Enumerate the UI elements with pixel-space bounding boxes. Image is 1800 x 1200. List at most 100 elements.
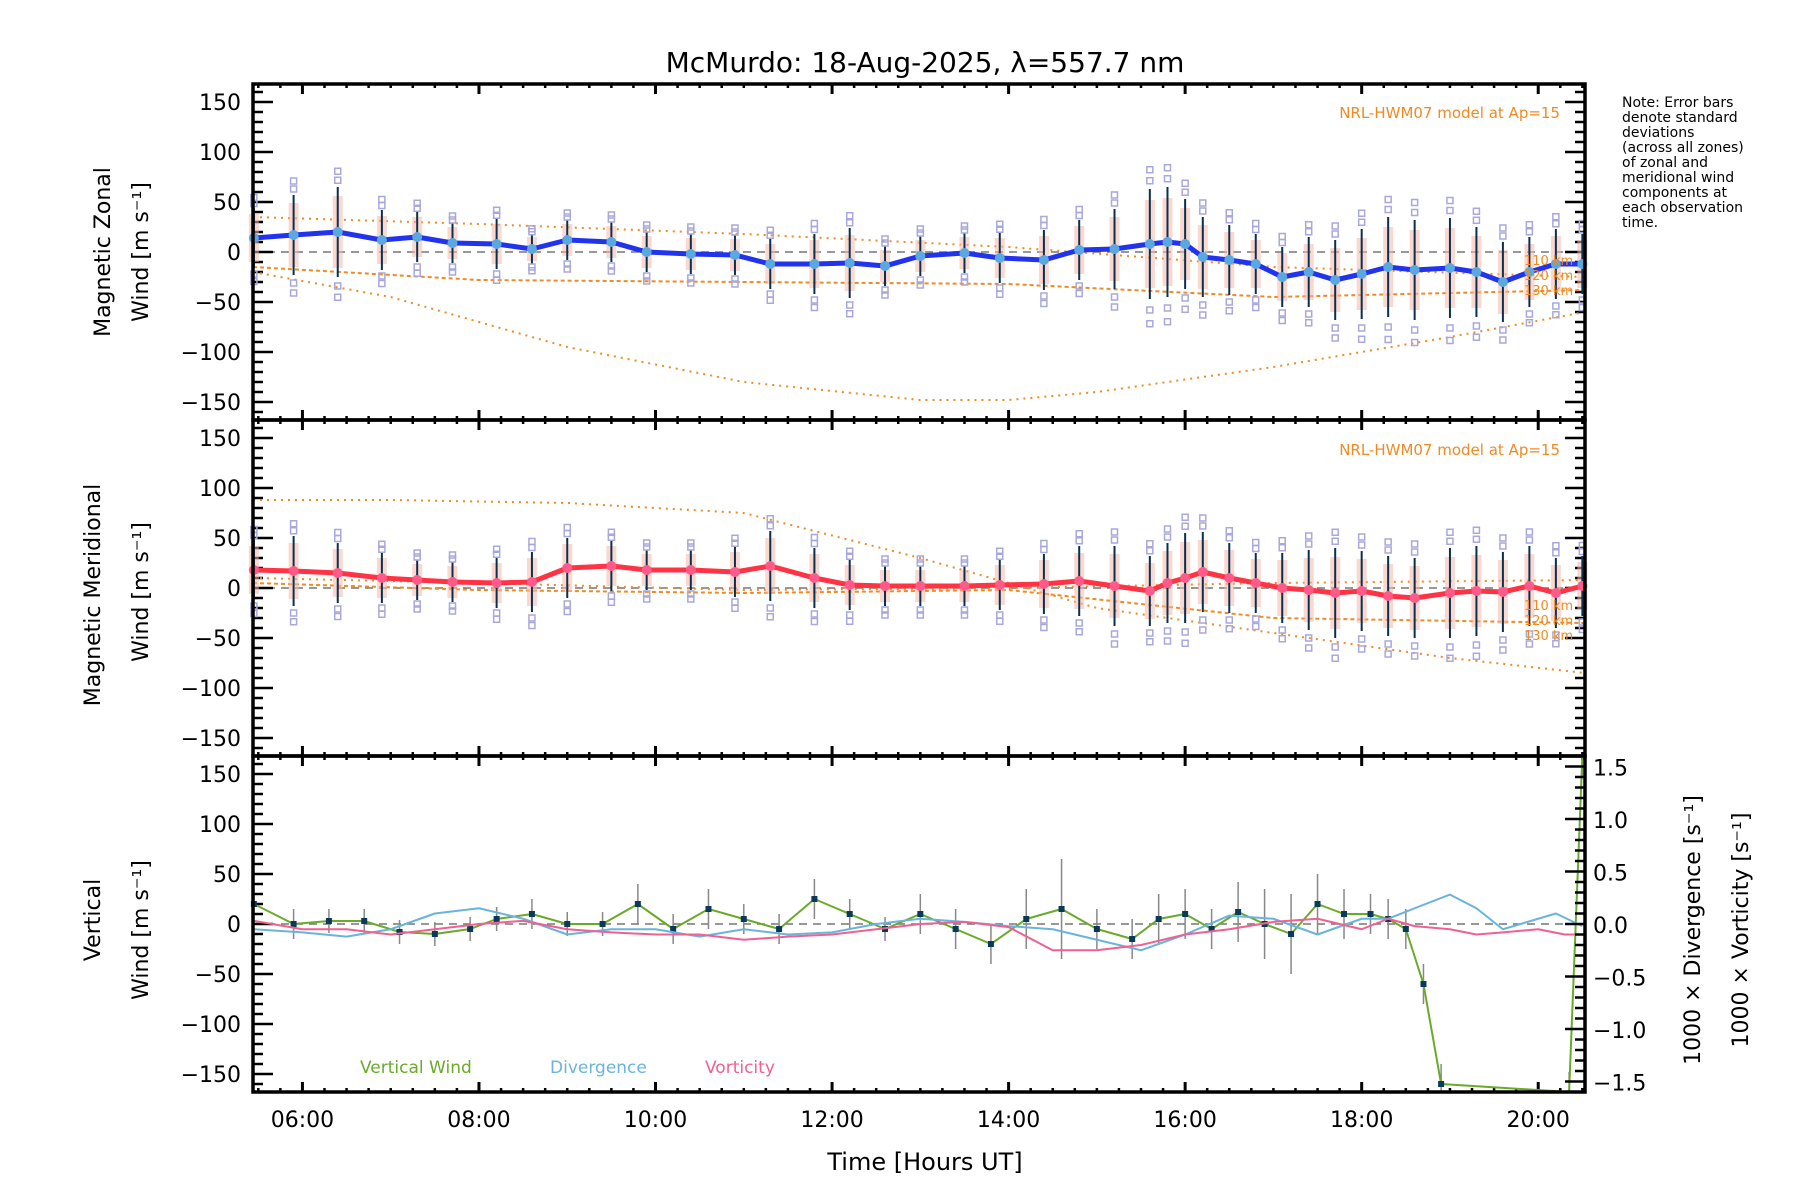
zone-scatter-point: [1410, 540, 1419, 548]
data-point-vertical-wind: [361, 918, 368, 924]
y-tick-label: −50: [195, 627, 241, 652]
zone-scatter-point: [810, 533, 819, 542]
data-point-vertical-wind: [1235, 909, 1242, 915]
data-point-zonal-wind: [685, 249, 696, 259]
zone-scatter-point: [845, 212, 854, 220]
data-point-zonal-wind: [1197, 252, 1208, 262]
zone-scatter-point: [1384, 546, 1392, 554]
data-point-meridional-wind: [376, 573, 387, 583]
x-tick-label: 08:00: [447, 1108, 510, 1133]
zone-scatter-point: [731, 539, 739, 547]
zone-scatter-point: [563, 265, 571, 273]
data-point-zonal-wind: [1471, 267, 1482, 277]
data-point-zonal-wind: [376, 235, 387, 245]
zone-scatter-point: [448, 551, 457, 559]
zone-scatter-point: [289, 527, 298, 535]
zone-scatter-point: [1384, 650, 1392, 658]
data-point-vertical-wind: [1341, 911, 1348, 917]
zone-scatter-point: [996, 552, 1004, 560]
zone-scatter-point: [1552, 640, 1560, 648]
data-point-meridional-wind: [1444, 588, 1455, 598]
data-point-vertical-wind: [528, 911, 535, 917]
data-point-vertical-wind: [917, 911, 924, 917]
zone-scatter-point: [1163, 627, 1172, 635]
data-point-vertical-wind: [987, 941, 994, 947]
data-point-zonal-wind: [332, 227, 343, 237]
zone-scatter-point: [528, 614, 536, 622]
zone-scatter-point: [1304, 228, 1313, 236]
zone-scatter-point: [1181, 639, 1189, 647]
zone-scatter-point: [333, 534, 342, 543]
zone-scatter-point: [996, 547, 1004, 555]
zone-scatter-point: [492, 545, 501, 553]
zone-scatter-point: [1446, 654, 1454, 662]
zone-scatter-point: [1384, 538, 1392, 546]
zone-scatter-point: [1163, 164, 1172, 172]
zone-scatter-point: [1181, 628, 1189, 636]
zone-scatter-point: [1110, 293, 1119, 301]
data-point-meridional-wind: [1524, 581, 1535, 591]
y-tick-label: 100: [199, 141, 241, 166]
data-point-vertical-wind: [705, 906, 712, 912]
zone-scatter-point: [1181, 188, 1189, 196]
y2-tick-label: 1.5: [1593, 757, 1628, 782]
zone-scatter-point: [960, 273, 969, 281]
zone-scatter-point: [563, 529, 571, 538]
y-tick-label: −150: [181, 727, 241, 752]
zone-scatter-point: [448, 212, 457, 220]
zone-scatter-point: [731, 534, 739, 542]
zone-scatter-point: [766, 613, 775, 621]
zone-scatter-point: [413, 269, 421, 277]
zone-scatter-point: [563, 607, 571, 616]
data-point-vertical-wind: [1402, 926, 1409, 932]
zone-scatter-point: [492, 609, 501, 617]
y-tick-label: 0: [227, 577, 241, 602]
y2-tick-label: −1.5: [1593, 1072, 1646, 1097]
data-point-meridional-wind: [1109, 581, 1120, 591]
zone-scatter-point: [289, 609, 298, 617]
zone-scatter-point: [333, 167, 342, 175]
y-label-zonal-1: Magnetic Zonal: [91, 167, 116, 337]
y-tick-label: 150: [199, 91, 241, 116]
data-point-meridional-wind: [562, 563, 573, 573]
data-point-meridional-wind: [332, 568, 343, 578]
zone-scatter-point: [1525, 536, 1534, 544]
zone-scatter-point: [1252, 544, 1260, 553]
zone-scatter-point: [1384, 323, 1392, 331]
zone-scatter-point: [687, 279, 695, 287]
zone-scatter-point: [881, 235, 889, 243]
y-tick-label: 50: [213, 863, 241, 888]
zone-scatter-point: [1199, 626, 1207, 634]
zone-scatter-point: [1552, 631, 1560, 639]
zone-scatter-point: [916, 611, 925, 619]
zone-scatter-point: [528, 225, 536, 233]
y-label-meridional-1: Magnetic Meridional: [81, 484, 106, 706]
zone-scatter-point: [1304, 540, 1313, 548]
zone-scatter-point: [1304, 644, 1313, 652]
zone-scatter-point: [1552, 311, 1560, 319]
data-point-zonal-wind: [1038, 255, 1049, 265]
data-point-meridional-wind: [1471, 586, 1482, 596]
zone-scatter-point: [1552, 220, 1560, 228]
zone-scatter-point: [1357, 541, 1366, 549]
zone-scatter-point: [687, 539, 695, 547]
zone-scatter-point: [1181, 522, 1189, 530]
zone-scatter-point: [1384, 195, 1392, 204]
y-tick-label: 50: [213, 527, 241, 552]
zone-scatter-point: [1446, 324, 1454, 332]
y-label-vertical-2: Wind [m s⁻¹]: [129, 860, 154, 1000]
zone-scatter-point: [1410, 198, 1419, 207]
data-point-meridional-wind: [1356, 586, 1367, 596]
zone-scatter-point: [766, 604, 775, 612]
data-point-vertical-wind: [1367, 911, 1374, 917]
zone-scatter-point: [1410, 208, 1419, 217]
zone-scatter-point: [810, 617, 819, 626]
zone-scatter-point: [1472, 652, 1481, 660]
zone-scatter-point: [333, 293, 342, 301]
zone-scatter-point: [1278, 537, 1286, 545]
zone-scatter-point: [1252, 622, 1260, 631]
zone-scatter-point: [996, 284, 1004, 292]
zone-scatter-point: [766, 515, 775, 523]
zone-scatter-point: [448, 607, 457, 615]
zone-scatter-point: [881, 291, 889, 299]
